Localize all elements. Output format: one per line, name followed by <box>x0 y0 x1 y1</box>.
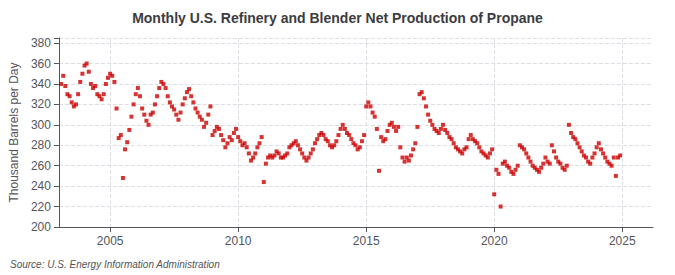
svg-text:320: 320 <box>31 97 51 111</box>
svg-text:360: 360 <box>31 57 51 71</box>
svg-text:240: 240 <box>31 179 51 193</box>
svg-text:220: 220 <box>31 200 51 214</box>
svg-text:Source: U.S. Energy Informatio: Source: U.S. Energy Information Administ… <box>10 259 220 270</box>
svg-text:Monthly U.S. Refinery and Blen: Monthly U.S. Refinery and Blender Net Pr… <box>132 10 543 26</box>
svg-text:340: 340 <box>31 77 51 91</box>
svg-text:200: 200 <box>31 220 51 234</box>
svg-text:2010: 2010 <box>225 234 252 248</box>
svg-text:380: 380 <box>31 36 51 50</box>
svg-text:2015: 2015 <box>353 234 380 248</box>
svg-text:260: 260 <box>31 159 51 173</box>
svg-text:300: 300 <box>31 118 51 132</box>
svg-text:280: 280 <box>31 138 51 152</box>
svg-text:Thousand Barrels per Day: Thousand Barrels per Day <box>7 62 21 202</box>
svg-text:2020: 2020 <box>481 234 508 248</box>
svg-text:2025: 2025 <box>609 234 636 248</box>
svg-text:2005: 2005 <box>97 234 124 248</box>
